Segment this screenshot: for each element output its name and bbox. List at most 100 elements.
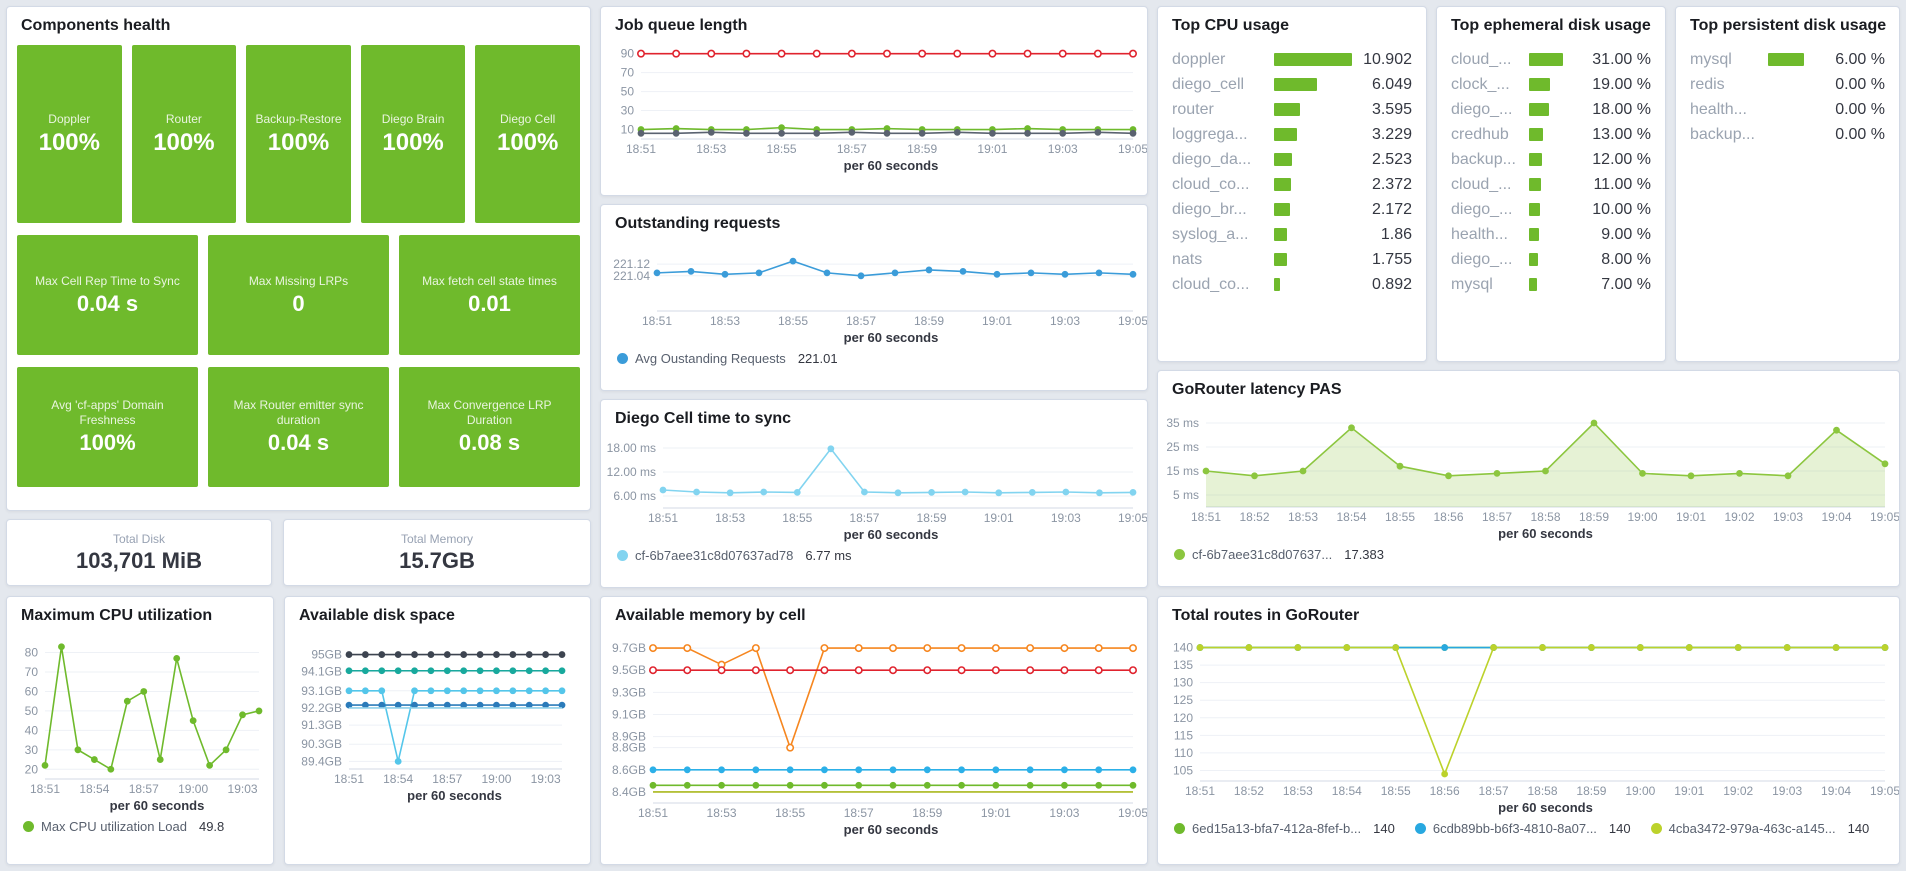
svg-text:30: 30 (621, 104, 635, 118)
health-tile-value: 100% (153, 128, 215, 156)
total-routes-chart[interactable]: 140 135 130 125 120 115 110 105 18:51 18:52 18:53 1… (1158, 629, 1899, 799)
top-ephemeral-disk-list: cloud_... 31.00 % clock_... 19.00 % diego_..… (1437, 39, 1665, 297)
legend-item[interactable]: 6ed15a13-bfa7-412a-8fef-b... 140 (1174, 821, 1395, 836)
metric-value: 18.00 % (1592, 100, 1651, 118)
maximum-cpu-chart[interactable]: 80 70 60 50 40 30 20 18:51 18:54 18:57 19:00 19:03 (7, 629, 273, 797)
top-cpu-list: doppler 10.902 diego_cell 6.049 router 3.595 l… (1158, 39, 1426, 297)
metric-row: diego_... 10.00 % (1451, 197, 1651, 222)
svg-text:18:57: 18:57 (1479, 784, 1509, 798)
svg-text:18:57: 18:57 (129, 782, 159, 796)
metric-bar (1529, 228, 1539, 241)
total-memory-label: Total Memory (400, 531, 474, 546)
available-disk-panel: Available disk space 95GB 94.1GB 93.1GB 92.… (284, 596, 591, 865)
legend-item[interactable]: Max CPU utilization Load 49.8 (23, 819, 224, 834)
metric-bar (1274, 53, 1352, 66)
legend-series-name: cf-6b7aee31c8d07637ad78 (635, 548, 794, 563)
svg-text:18:51: 18:51 (648, 511, 678, 525)
x-axis-unit-label: per 60 seconds (407, 788, 502, 803)
legend-series-name: 6ed15a13-bfa7-412a-8fef-b... (1192, 821, 1362, 836)
metric-name: diego_cell (1172, 75, 1245, 93)
health-tile-label: Max Router emitter sync duration (233, 398, 364, 427)
diego-cell-sync-chart[interactable]: 18.00 ms 12.00 ms 6.00 ms 18:51 18:53 18:55 18… (601, 432, 1147, 526)
svg-text:18:56: 18:56 (1433, 510, 1463, 524)
metric-row: diego_... 8.00 % (1451, 247, 1651, 272)
svg-text:221.12: 221.12 (613, 257, 650, 271)
metric-bar-fill (1274, 228, 1287, 241)
svg-text:40: 40 (25, 723, 39, 737)
legend-item[interactable]: cf-6b7aee31c8d07637ad78 6.77 ms (617, 548, 852, 563)
metric-bar-fill (1529, 53, 1563, 66)
svg-text:70: 70 (25, 665, 39, 679)
legend-item[interactable]: Avg Oustanding Requests 221.01 (617, 351, 838, 366)
svg-text:18:53: 18:53 (707, 806, 737, 820)
metric-row: diego_cell 6.049 (1172, 72, 1412, 97)
metric-value: 11.00 % (1593, 175, 1651, 193)
metric-value: 6.049 (1371, 75, 1412, 93)
metric-value: 19.00 % (1592, 75, 1651, 93)
metric-value: 2.523 (1371, 150, 1412, 168)
svg-text:18:51: 18:51 (30, 782, 60, 796)
x-axis-unit-label: per 60 seconds (843, 158, 939, 173)
gorouter-latency-panel: GoRouter latency PAS 35 ms 25 ms 15 ms 5 ms… (1157, 370, 1900, 587)
outstanding-requests-chart[interactable]: 221.12 221.04 18:51 18:53 18:55 18:57 18:59 19:… (601, 237, 1147, 329)
svg-text:130: 130 (1173, 676, 1193, 690)
outstanding-requests-panel: Outstanding requests 221.12 221.04 18:51 18… (600, 204, 1148, 391)
metric-name: mysql (1451, 275, 1493, 293)
svg-text:8.6GB: 8.6GB (612, 763, 646, 777)
metric-value: 9.00 % (1601, 225, 1651, 243)
panel-title-maximum-cpu: Maximum CPU utilization (21, 607, 213, 624)
metric-bar-fill (1274, 178, 1291, 191)
metric-name: diego_da... (1172, 150, 1252, 168)
metric-name: nats (1172, 250, 1203, 268)
metric-bar (1274, 278, 1280, 291)
maximum-cpu-legend: Max CPU utilization Load 49.8 (7, 813, 273, 836)
svg-text:19:05: 19:05 (1118, 142, 1147, 156)
legend-color-dot (1174, 823, 1185, 834)
metric-bar-fill (1274, 78, 1317, 91)
svg-text:18:59: 18:59 (914, 314, 944, 328)
available-memory-chart[interactable]: 9.7GB 9.5GB 9.3GB 9.1GB 8.9GB 8.8GB 8.6GB 8.4GB… (601, 629, 1147, 821)
metric-row: diego_... 18.00 % (1451, 97, 1651, 122)
svg-text:19:05: 19:05 (1118, 511, 1147, 525)
total-routes-legend: 6ed15a13-bfa7-412a-8fef-b... 140 6cdb89bb-… (1158, 815, 1899, 838)
svg-text:18:52: 18:52 (1239, 510, 1269, 524)
metric-value: 0.00 % (1835, 125, 1885, 143)
svg-text:19:00: 19:00 (178, 782, 208, 796)
svg-text:140: 140 (1173, 641, 1193, 655)
metric-name: backup... (1690, 125, 1755, 143)
maximum-cpu-panel: Maximum CPU utilization 80 70 60 50 40 30 20 18… (6, 596, 274, 865)
top-persistent-disk-panel: Top persistent disk usage mysql 6.00 % red… (1675, 6, 1900, 362)
health-tile-label: Diego Cell (499, 111, 556, 126)
metric-value: 1.755 (1371, 250, 1412, 268)
svg-text:18:55: 18:55 (782, 511, 812, 525)
gorouter-latency-chart[interactable]: 35 ms 25 ms 15 ms 5 ms 18:51 18:52 18:53 18:54 1… (1158, 403, 1899, 525)
svg-text:8.4GB: 8.4GB (612, 785, 646, 799)
svg-text:30: 30 (25, 743, 39, 757)
health-tile-value: 0.04 s (76, 290, 139, 316)
health-tile-label: Max fetch cell state times (422, 273, 557, 288)
metric-name: health... (1690, 100, 1747, 118)
diego-cell-sync-panel: Diego Cell time to sync 18.00 ms 12.00 ms… (600, 399, 1148, 588)
metric-name: router (1172, 100, 1214, 118)
legend-item[interactable]: cf-6b7aee31c8d07637... 17.383 (1174, 547, 1384, 562)
metric-name: redis (1690, 75, 1725, 93)
svg-text:93.1GB: 93.1GB (301, 684, 342, 698)
available-disk-chart[interactable]: 95GB 94.1GB 93.1GB 92.2GB 91.3GB 90.3GB 89.4GB… (285, 637, 590, 787)
metric-bar-fill (1529, 78, 1550, 91)
legend-item[interactable]: 4cba3472-979a-463c-a145... 140 (1650, 821, 1869, 836)
svg-text:19:01: 19:01 (977, 142, 1007, 156)
x-axis-unit-label: per 60 seconds (109, 798, 205, 813)
svg-text:9.7GB: 9.7GB (612, 641, 646, 655)
job-queue-chart[interactable]: 90 70 50 30 10 18:51 18:53 18:55 18:57 18:59 19:01… (601, 39, 1147, 157)
metric-bar-fill (1529, 128, 1543, 141)
total-disk-label: Total Disk (112, 531, 165, 546)
svg-text:19:03: 19:03 (1048, 142, 1078, 156)
svg-text:18.00 ms: 18.00 ms (607, 441, 656, 455)
metric-bar (1274, 253, 1287, 266)
legend-item[interactable]: 6cdb89bb-b6f3-4810-8a07... 140 (1414, 821, 1631, 836)
legend-color-dot (617, 353, 628, 364)
panel-title-job-queue: Job queue length (615, 17, 748, 34)
svg-text:19:05: 19:05 (1118, 314, 1147, 328)
panel-title-top-cpu: Top CPU usage (1172, 17, 1290, 34)
components-health-panel: Components health Doppler 100% Router 100% B… (6, 6, 591, 511)
